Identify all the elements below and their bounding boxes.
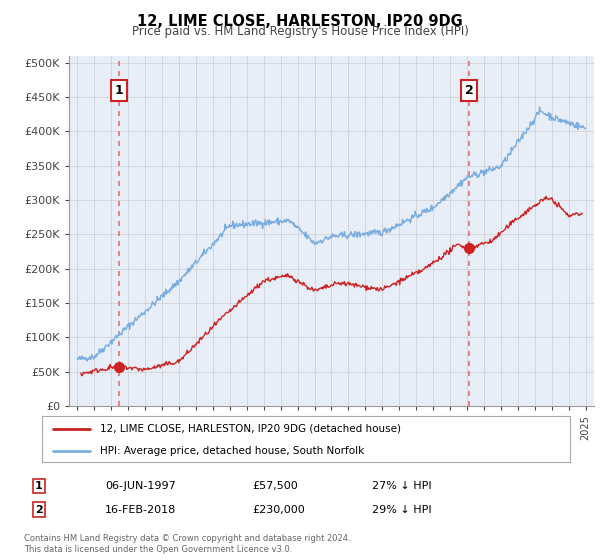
Text: £57,500: £57,500	[252, 481, 298, 491]
Text: £230,000: £230,000	[252, 505, 305, 515]
Text: 06-JUN-1997: 06-JUN-1997	[105, 481, 176, 491]
Text: 2: 2	[35, 505, 43, 515]
Text: 1: 1	[115, 84, 123, 97]
Text: Contains HM Land Registry data © Crown copyright and database right 2024.: Contains HM Land Registry data © Crown c…	[24, 534, 350, 543]
Text: 12, LIME CLOSE, HARLESTON, IP20 9DG (detached house): 12, LIME CLOSE, HARLESTON, IP20 9DG (det…	[100, 424, 401, 434]
Text: 12, LIME CLOSE, HARLESTON, IP20 9DG: 12, LIME CLOSE, HARLESTON, IP20 9DG	[137, 14, 463, 29]
Text: 1: 1	[35, 481, 43, 491]
Text: This data is licensed under the Open Government Licence v3.0.: This data is licensed under the Open Gov…	[24, 545, 292, 554]
Text: 2: 2	[464, 84, 473, 97]
Text: 16-FEB-2018: 16-FEB-2018	[105, 505, 176, 515]
Text: 29% ↓ HPI: 29% ↓ HPI	[372, 505, 431, 515]
Text: HPI: Average price, detached house, South Norfolk: HPI: Average price, detached house, Sout…	[100, 446, 364, 455]
Text: 27% ↓ HPI: 27% ↓ HPI	[372, 481, 431, 491]
Text: Price paid vs. HM Land Registry's House Price Index (HPI): Price paid vs. HM Land Registry's House …	[131, 25, 469, 38]
